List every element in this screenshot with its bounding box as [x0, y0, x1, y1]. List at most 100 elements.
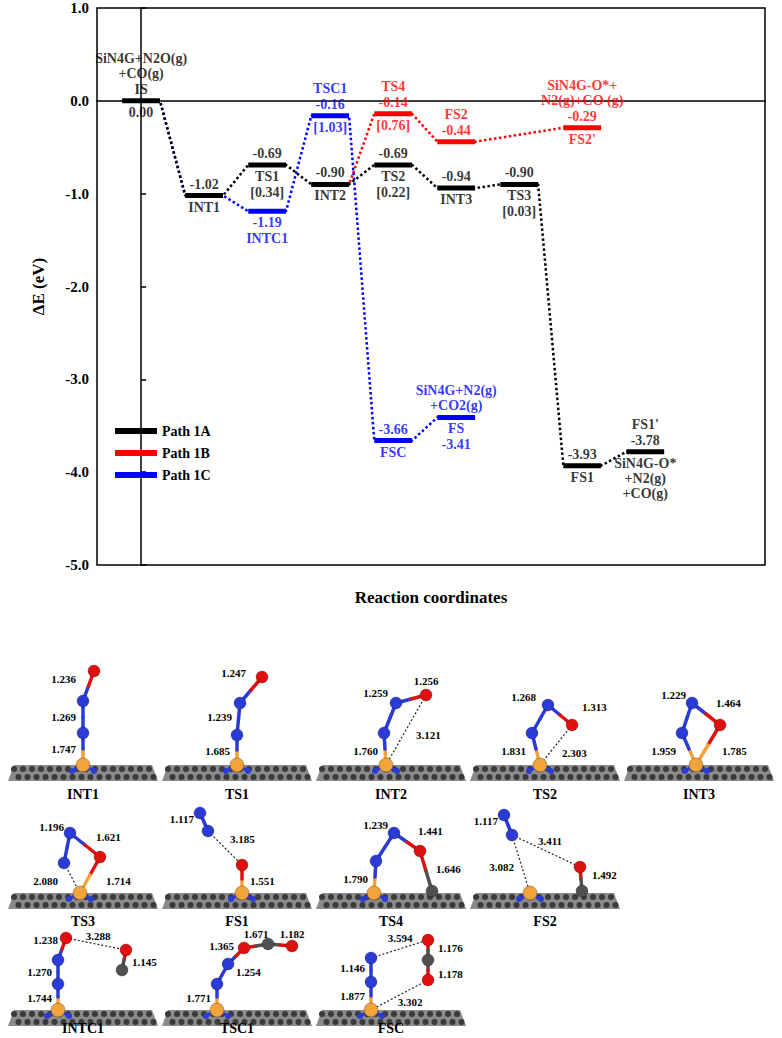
- svg-text:1.117: 1.117: [170, 813, 195, 825]
- svg-text:INTC1: INTC1: [62, 1021, 104, 1036]
- svg-text:1.790: 1.790: [343, 873, 368, 885]
- svg-text:TS4: TS4: [379, 914, 403, 929]
- svg-text:INTC1: INTC1: [246, 231, 288, 246]
- svg-text:1.270: 1.270: [27, 966, 52, 978]
- svg-text:FS1: FS1: [571, 470, 594, 485]
- svg-text:3.185: 3.185: [230, 833, 255, 845]
- svg-text:-2.0: -2.0: [65, 279, 89, 295]
- svg-text:[0.76]: [0.76]: [376, 118, 410, 133]
- svg-text:Path 1B: Path 1B: [162, 446, 210, 461]
- svg-text:1.464: 1.464: [716, 697, 741, 709]
- svg-text:-0.14: -0.14: [379, 95, 408, 110]
- svg-text:1.268: 1.268: [511, 691, 536, 703]
- svg-text:FS1': FS1': [632, 417, 659, 432]
- svg-text:-1.02: -1.02: [190, 177, 219, 192]
- svg-text:FS1: FS1: [225, 914, 248, 929]
- svg-text:1.760: 1.760: [353, 745, 378, 757]
- svg-text:TS3: TS3: [507, 188, 531, 203]
- svg-text:3.302: 3.302: [398, 996, 423, 1008]
- svg-text:TS1: TS1: [255, 169, 279, 184]
- svg-text:-3.78: -3.78: [631, 433, 660, 448]
- svg-text:-5.0: -5.0: [65, 557, 89, 573]
- svg-text:[0.34]: [0.34]: [250, 185, 284, 200]
- svg-text:IS: IS: [134, 82, 147, 97]
- svg-text:[1.03]: [1.03]: [313, 120, 347, 135]
- svg-text:1.621: 1.621: [96, 831, 121, 843]
- svg-text:INT3: INT3: [683, 787, 715, 802]
- svg-text:TS2: TS2: [381, 169, 405, 184]
- svg-text:FS: FS: [448, 421, 465, 436]
- svg-text:1.254: 1.254: [236, 966, 261, 978]
- svg-text:3.411: 3.411: [538, 835, 562, 847]
- svg-text:-0.94: -0.94: [442, 169, 471, 184]
- svg-text:TS2: TS2: [533, 787, 557, 802]
- svg-text:1.176: 1.176: [438, 942, 463, 954]
- svg-text:1.646: 1.646: [436, 863, 461, 875]
- svg-text:1.259: 1.259: [363, 687, 388, 699]
- svg-text:1.313: 1.313: [582, 701, 607, 713]
- svg-text:1.771: 1.771: [186, 992, 211, 1004]
- svg-text:[0.03]: [0.03]: [502, 204, 536, 219]
- svg-text:1.238: 1.238: [33, 934, 58, 946]
- svg-text:Reaction coordinates: Reaction coordinates: [355, 588, 508, 607]
- svg-text:-0.29: -0.29: [568, 109, 597, 124]
- svg-text:1.685: 1.685: [205, 745, 230, 757]
- svg-text:-0.90: -0.90: [316, 165, 345, 180]
- svg-text:TS4: TS4: [381, 79, 405, 94]
- svg-text:SiN4G+N2(g): SiN4G+N2(g): [416, 383, 497, 399]
- svg-text:INT1: INT1: [67, 787, 99, 802]
- svg-text:FS2: FS2: [533, 914, 556, 929]
- svg-text:1.239: 1.239: [363, 819, 388, 831]
- svg-text:N2(g)+CO (g): N2(g)+CO (g): [541, 93, 624, 109]
- svg-text:+CO(g): +CO(g): [118, 66, 164, 82]
- svg-text:-4.0: -4.0: [65, 464, 89, 480]
- svg-text:1.441: 1.441: [418, 825, 443, 837]
- svg-text:-1.0: -1.0: [65, 186, 89, 202]
- svg-text:-3.93: -3.93: [568, 447, 597, 462]
- svg-text:1.239: 1.239: [207, 711, 232, 723]
- svg-text:3.594: 3.594: [388, 932, 413, 944]
- svg-text:-3.0: -3.0: [65, 371, 89, 387]
- svg-text:-0.44: -0.44: [442, 123, 471, 138]
- svg-text:INT2: INT2: [375, 787, 407, 802]
- svg-text:INT3: INT3: [440, 192, 472, 207]
- svg-text:TSC1: TSC1: [313, 81, 347, 96]
- svg-text:0.0: 0.0: [70, 93, 89, 109]
- svg-text:1.831: 1.831: [501, 745, 526, 757]
- svg-text:1.714: 1.714: [106, 875, 131, 887]
- svg-text:0.00: 0.00: [129, 105, 154, 120]
- svg-text:-0.16: -0.16: [316, 97, 345, 112]
- svg-text:1.178: 1.178: [438, 968, 463, 980]
- svg-text:SiN4G-O*+: SiN4G-O*+: [547, 78, 617, 93]
- svg-text:1.256: 1.256: [414, 675, 439, 687]
- svg-text:Path 1C: Path 1C: [162, 468, 211, 483]
- svg-text:FS2': FS2': [569, 132, 596, 147]
- svg-text:Path 1A: Path 1A: [162, 424, 212, 439]
- svg-text:-0.69: -0.69: [379, 146, 408, 161]
- svg-text:-1.19: -1.19: [253, 215, 282, 230]
- svg-text:3.288: 3.288: [86, 930, 111, 942]
- svg-text:1.236: 1.236: [51, 673, 76, 685]
- svg-text:1.785: 1.785: [722, 745, 747, 757]
- svg-text:TSC1: TSC1: [220, 1021, 254, 1036]
- svg-text:1.196: 1.196: [39, 821, 64, 833]
- svg-text:-3.41: -3.41: [442, 437, 471, 452]
- svg-text:1.146: 1.146: [340, 962, 365, 974]
- svg-text:1.877: 1.877: [340, 990, 365, 1002]
- svg-text:-3.66: -3.66: [379, 422, 408, 437]
- svg-text:-0.90: -0.90: [505, 165, 534, 180]
- svg-text:2.080: 2.080: [33, 875, 58, 887]
- svg-text:1.671: 1.671: [244, 928, 269, 940]
- svg-text:3.082: 3.082: [489, 861, 514, 873]
- svg-text:SiN4G+N2O(g): SiN4G+N2O(g): [95, 51, 187, 67]
- svg-text:2.303: 2.303: [562, 747, 587, 759]
- svg-text:ΔE (eV): ΔE (eV): [29, 258, 48, 315]
- svg-text:+N2(g): +N2(g): [625, 471, 667, 487]
- svg-text:[0.22]: [0.22]: [376, 185, 410, 200]
- svg-text:1.959: 1.959: [651, 745, 676, 757]
- svg-text:1.117: 1.117: [474, 815, 499, 827]
- svg-text:INT1: INT1: [188, 200, 220, 215]
- svg-text:1.145: 1.145: [132, 956, 157, 968]
- svg-text:1.492: 1.492: [592, 869, 617, 881]
- svg-text:1.182: 1.182: [280, 928, 305, 940]
